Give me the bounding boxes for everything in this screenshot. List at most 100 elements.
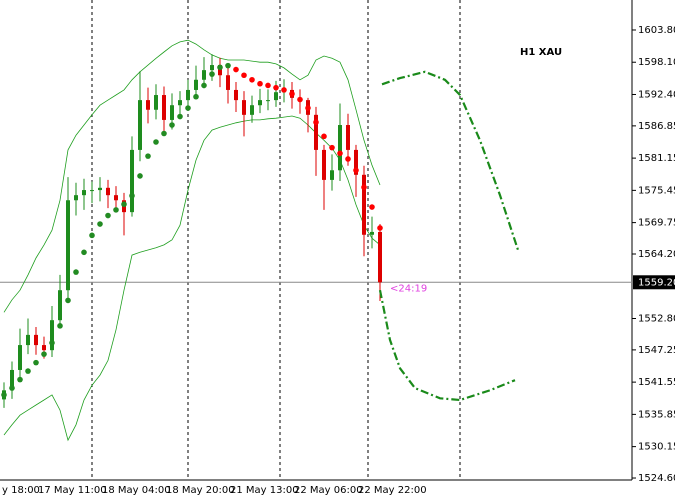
- ma-dot: [313, 119, 319, 125]
- candle-body: [330, 170, 334, 180]
- ma-dot: [65, 297, 71, 304]
- ma-dot: [185, 105, 191, 111]
- ma-dot: [105, 212, 111, 219]
- ma-dot: [345, 156, 351, 162]
- y-tick-label: 1535.85: [638, 409, 675, 420]
- y-tick-label: 1575.45: [638, 185, 675, 196]
- y-tick-label: 1547.25: [638, 345, 675, 356]
- candle-body: [218, 65, 222, 76]
- ma-dot: [89, 232, 95, 239]
- y-tick-label: 1581.15: [638, 153, 675, 164]
- ma-dot: [1, 392, 7, 398]
- timer-label: <24:19: [390, 283, 427, 294]
- x-tick-label: 22 May 06:00: [294, 485, 363, 496]
- x-tick-label: 22 May 22:00: [358, 485, 427, 496]
- candle-body: [10, 369, 14, 391]
- ma-dot: [265, 82, 271, 89]
- ma-dot: [9, 385, 15, 391]
- ma-dot: [361, 184, 367, 191]
- y-tick-label: 1541.55: [638, 377, 675, 388]
- ma-dot: [177, 113, 183, 120]
- ma-dot: [161, 130, 167, 137]
- y-tick-label: 1530.15: [638, 442, 675, 453]
- y-tick-label: 1598.10: [638, 57, 675, 68]
- candle-body: [138, 100, 142, 150]
- ma-dot: [337, 150, 343, 157]
- ma-dot: [217, 64, 223, 71]
- price-label: 1559.20: [638, 277, 675, 288]
- candle-body: [322, 149, 326, 180]
- ma-dot: [257, 80, 263, 87]
- candle-body: [186, 89, 190, 101]
- ma-dot: [81, 249, 87, 256]
- ma-dot: [369, 204, 375, 210]
- ma-dot: [57, 323, 63, 329]
- ma-dot: [289, 91, 295, 97]
- candle-body: [178, 100, 182, 106]
- y-tick-label: 1592.40: [638, 89, 675, 100]
- x-tick-label: 21 May 13:00: [230, 485, 299, 496]
- candle-body: [98, 187, 102, 191]
- candle-body: [346, 125, 350, 150]
- candle-body: [250, 105, 254, 115]
- candle-body: [274, 92, 278, 101]
- ma-dot: [121, 201, 127, 208]
- ma-dot: [73, 269, 79, 275]
- candle-body: [170, 105, 174, 120]
- candle-body: [130, 149, 134, 213]
- price-label-box: [633, 275, 675, 290]
- candle-body: [362, 174, 366, 235]
- ma-dot: [169, 122, 175, 128]
- candle-body: [194, 79, 198, 90]
- candle-body: [258, 100, 262, 106]
- candle-body: [106, 187, 110, 196]
- band-line: [3, 39, 381, 313]
- ma-dot: [241, 72, 247, 79]
- ma-dot: [145, 153, 151, 159]
- candle-body: [114, 195, 118, 201]
- candle-body: [354, 149, 358, 175]
- ma-dot: [353, 167, 359, 174]
- candle-body: [42, 345, 46, 351]
- candle-body: [378, 231, 382, 283]
- ma-dot: [305, 105, 311, 111]
- forecast-line: [381, 70, 520, 251]
- y-tick-label: 1603.80: [638, 25, 675, 36]
- ma-dot: [153, 139, 159, 145]
- y-tick-label: 1586.85: [638, 121, 675, 132]
- ma-dot: [41, 351, 47, 357]
- candle-body: [146, 100, 150, 110]
- ma-dot: [321, 133, 327, 140]
- candle-body: [338, 125, 342, 171]
- candle-body: [266, 100, 270, 102]
- ma-dot: [193, 93, 199, 100]
- chart-title: H1 XAU: [520, 47, 562, 58]
- ma-dot: [329, 144, 335, 151]
- ma-dot: [113, 207, 119, 213]
- ma-dot: [17, 376, 23, 383]
- ma-dot: [233, 66, 239, 73]
- y-tick-label: 1564.20: [638, 249, 675, 260]
- ma-dot: [225, 62, 231, 69]
- candle-body: [202, 70, 206, 80]
- ma-dot: [97, 221, 103, 227]
- candle-body: [154, 95, 158, 110]
- ma-dot: [129, 192, 135, 199]
- candle-body: [242, 100, 246, 115]
- candle-body: [34, 334, 38, 346]
- candle-body: [26, 334, 30, 346]
- ma-dot: [281, 87, 287, 93]
- x-tick-label: 17 May 11:00: [38, 485, 107, 496]
- ma-dot: [297, 96, 303, 103]
- candle-body: [226, 75, 230, 90]
- candle-body: [370, 231, 374, 235]
- candle-body: [50, 320, 54, 351]
- candle-body: [162, 95, 166, 120]
- x-tick-label: y 18:00: [2, 485, 40, 496]
- candle-body: [18, 345, 22, 370]
- ma-dot: [49, 340, 55, 346]
- y-tick-label: 1552.80: [638, 313, 675, 324]
